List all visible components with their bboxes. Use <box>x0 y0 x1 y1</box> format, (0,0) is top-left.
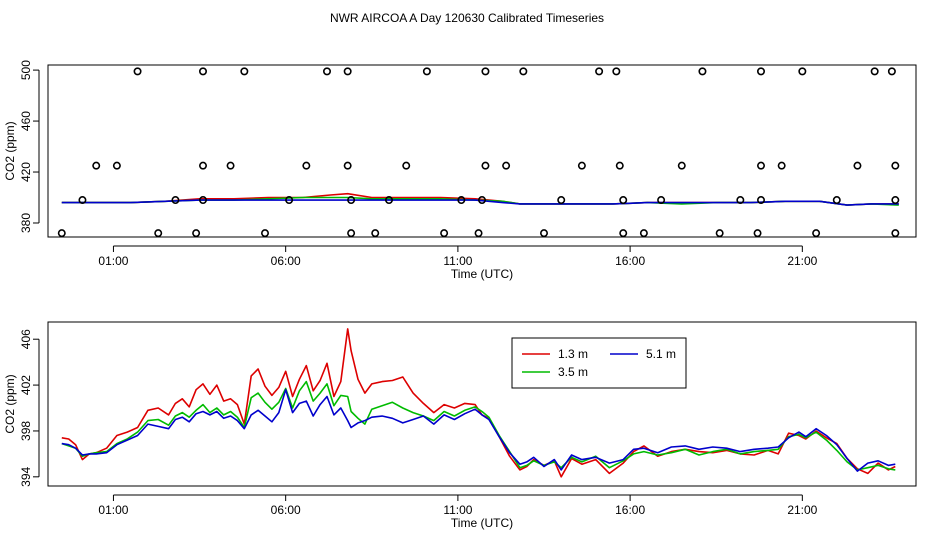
calibration-point <box>133 67 142 76</box>
legend-box <box>511 337 687 389</box>
calibration-point <box>343 161 352 170</box>
calibration-point <box>891 196 900 205</box>
top-y-tick-label: 420 <box>19 162 33 182</box>
calibration-point <box>57 229 66 238</box>
calibration-point <box>502 161 511 170</box>
bottom-series-line-1-3-mm <box>61 328 896 478</box>
calibration-point <box>322 67 331 76</box>
calibration-point <box>154 229 163 238</box>
top-series-line-5-1-mm <box>61 199 899 206</box>
calibration-point <box>756 67 765 76</box>
calibration-point <box>402 161 411 170</box>
calibration-point <box>891 161 900 170</box>
calibration-point <box>192 229 201 238</box>
calibration-point <box>112 161 121 170</box>
calibration-point <box>260 229 269 238</box>
legend-label-1-3-m: 1.3 m <box>558 347 588 361</box>
calibration-point <box>812 229 821 238</box>
calibration-point <box>756 196 765 205</box>
calibration-point <box>519 67 528 76</box>
top-y-axis-label: CO2 (ppm) <box>3 121 17 180</box>
calibration-point <box>285 196 294 205</box>
bottom-x-tick-label: 01:00 <box>98 503 128 517</box>
calibration-point <box>832 196 841 205</box>
calibration-point <box>199 67 208 76</box>
calibration-point <box>853 161 862 170</box>
legend: 1.3 m 5.1 m 3.5 m <box>511 337 687 389</box>
calibration-point <box>756 161 765 170</box>
top-y-tick-label: 380 <box>19 213 33 233</box>
calibration-point <box>240 67 249 76</box>
calibration-point <box>595 67 604 76</box>
calibration-point <box>639 229 648 238</box>
calibration-point <box>870 67 879 76</box>
calibration-point <box>199 161 208 170</box>
bottom-y-tick-label: 394 <box>19 466 33 486</box>
bottom-series-line-3-5-mm <box>61 380 896 471</box>
calibration-point <box>619 196 628 205</box>
calibration-point <box>891 229 900 238</box>
calibration-point <box>777 161 786 170</box>
top-x-tick-label: 01:00 <box>98 254 128 268</box>
bottom-y-tick-label: 406 <box>19 329 33 349</box>
calibration-point <box>440 229 449 238</box>
legend-label-3-5-m: 3.5 m <box>558 365 588 379</box>
bottom-x-tick-label: 11:00 <box>443 503 472 517</box>
calibration-point <box>422 67 431 76</box>
calibration-point <box>677 161 686 170</box>
bottom-panel: 01:00 06:00 11:00 16:00 21:00 Time (UTC) 394 39… <box>3 321 917 530</box>
calibration-point <box>474 229 483 238</box>
calibration-point <box>92 161 101 170</box>
calibration-point <box>539 229 548 238</box>
bottom-series-line-5-1-mm <box>61 388 896 472</box>
top-y-tick-label: 500 <box>19 60 33 80</box>
chart-title: NWR AIRCOA A Day 120630 Calibrated Times… <box>330 11 604 25</box>
top-x-axis-label: Time (UTC) <box>451 267 513 281</box>
calibration-point <box>615 161 624 170</box>
calibration-point <box>481 161 490 170</box>
calibration-point <box>657 196 666 205</box>
top-x-tick-label: 16:00 <box>615 254 645 268</box>
top-plot-frame <box>47 64 917 238</box>
calibration-point <box>798 67 807 76</box>
calibration-point <box>736 196 745 205</box>
bottom-x-axis-label: Time (UTC) <box>451 516 513 530</box>
top-x-tick-label: 06:00 <box>271 254 301 268</box>
calibration-point <box>887 67 896 76</box>
top-x-tick-label: 11:00 <box>443 254 472 268</box>
bottom-y-tick-label: 402 <box>19 375 33 395</box>
top-y-tick-label: 460 <box>19 111 33 131</box>
calibration-point <box>612 67 621 76</box>
calibration-point <box>199 196 208 205</box>
calibration-point <box>481 67 490 76</box>
top-panel: 01:00 06:00 11:00 16:00 21:00 Time (UTC) 380 42… <box>3 60 917 281</box>
calibration-point <box>171 196 180 205</box>
calibration-point <box>698 67 707 76</box>
calibration-point <box>226 161 235 170</box>
calibration-point <box>384 196 393 205</box>
calibration-point <box>477 196 486 205</box>
calibration-point <box>715 229 724 238</box>
calibration-point <box>457 196 466 205</box>
bottom-x-tick-label: 21:00 <box>787 503 817 517</box>
bottom-plot-frame <box>47 321 917 487</box>
calibration-point <box>302 161 311 170</box>
calibration-point <box>78 196 87 205</box>
calibration-point <box>347 229 356 238</box>
legend-label-5-1-m: 5.1 m <box>646 347 676 361</box>
calibration-point <box>557 196 566 205</box>
calibration-point <box>753 229 762 238</box>
bottom-x-tick-label: 16:00 <box>615 503 645 517</box>
bottom-y-axis-label: CO2 (ppm) <box>3 374 17 433</box>
calibration-point <box>619 229 628 238</box>
calibration-point <box>347 196 356 205</box>
calibration-point <box>371 229 380 238</box>
bottom-y-tick-label: 398 <box>19 421 33 441</box>
calibration-point <box>577 161 586 170</box>
calibration-point <box>343 67 352 76</box>
top-x-tick-label: 21:00 <box>787 254 817 268</box>
bottom-x-tick-label: 06:00 <box>271 503 301 517</box>
